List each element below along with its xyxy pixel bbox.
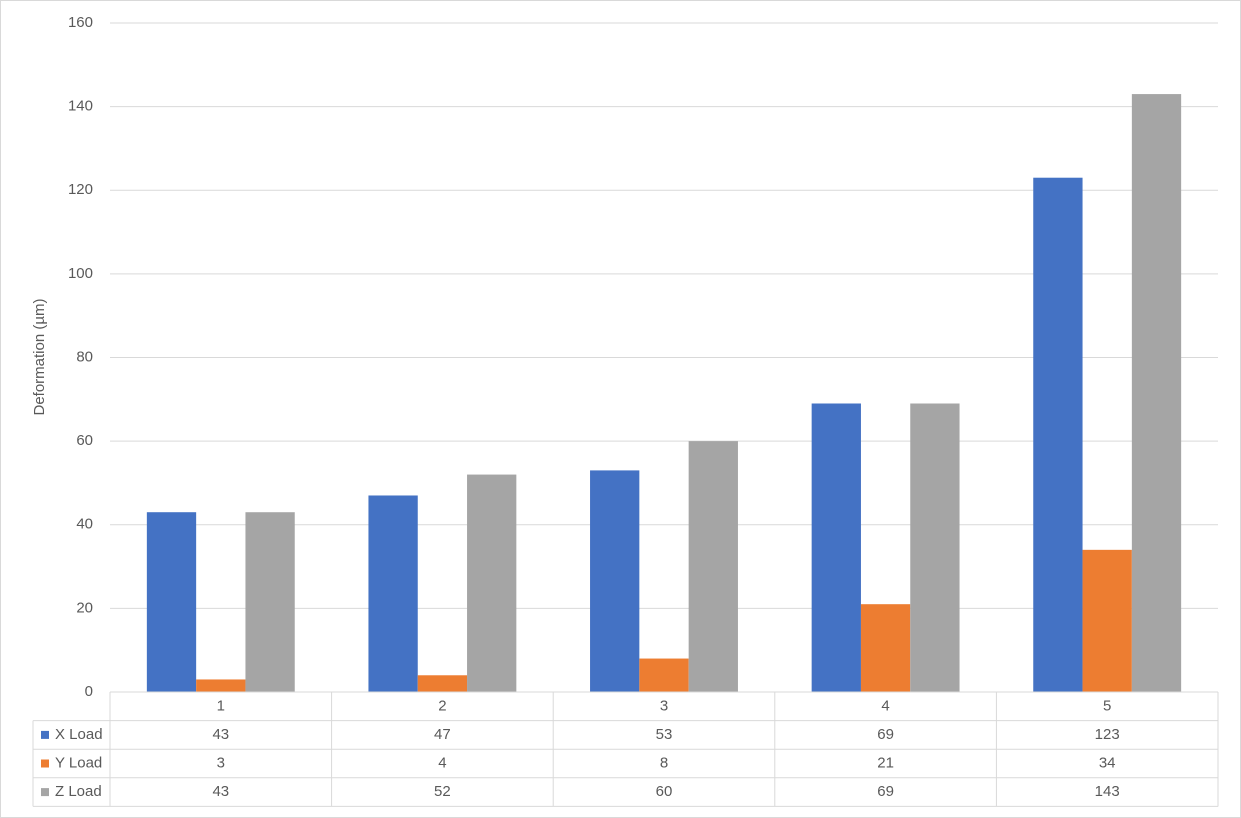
y-tick-label: 20 (76, 599, 93, 616)
table-value: 47 (434, 726, 451, 743)
x-tick-label: 1 (217, 697, 225, 714)
x-tick-label: 2 (438, 697, 446, 714)
table-value: 34 (1099, 754, 1116, 771)
legend-label: X Load (55, 726, 103, 743)
bar (146, 512, 197, 692)
table-value: 43 (212, 783, 229, 800)
legend-key (41, 788, 49, 797)
table-value: 8 (660, 754, 668, 771)
x-tick-label: 3 (660, 697, 668, 714)
bar (417, 675, 468, 692)
legend-key (41, 730, 49, 739)
bar (245, 512, 295, 692)
bar (1033, 177, 1083, 693)
y-tick-label: 0 (85, 683, 93, 700)
bar (1131, 94, 1182, 693)
y-tick-label: 140 (68, 98, 93, 115)
table-value: 21 (877, 754, 894, 771)
bar (910, 403, 960, 692)
y-tick-label: 80 (76, 348, 93, 365)
table-value: 60 (656, 783, 673, 800)
y-axis-label: Deformation (µm) (31, 298, 48, 415)
y-tick-label: 160 (68, 14, 93, 31)
table-value: 143 (1095, 783, 1120, 800)
table-value: 69 (877, 726, 894, 743)
table-value: 4 (438, 754, 446, 771)
bar (639, 658, 689, 692)
y-tick-label: 100 (68, 265, 93, 282)
bar (811, 403, 861, 692)
bar (688, 441, 738, 692)
bar (368, 495, 418, 692)
table-value: 3 (217, 754, 225, 771)
legend-label: Z Load (55, 783, 102, 800)
bar (196, 679, 246, 692)
x-tick-label: 4 (881, 697, 889, 714)
legend-key (41, 759, 49, 768)
bar (1082, 549, 1132, 692)
bar (590, 470, 640, 692)
x-tick-label: 5 (1103, 697, 1111, 714)
table-value: 52 (434, 783, 451, 800)
y-tick-label: 60 (76, 432, 93, 449)
table-value: 69 (877, 783, 894, 800)
y-tick-label: 120 (68, 181, 93, 198)
table-value: 123 (1095, 726, 1120, 743)
legend-label: Y Load (55, 754, 102, 771)
table-value: 53 (656, 726, 673, 743)
bar (467, 474, 517, 692)
table-value: 43 (212, 726, 229, 743)
bar (860, 604, 911, 692)
y-tick-label: 40 (76, 516, 93, 533)
